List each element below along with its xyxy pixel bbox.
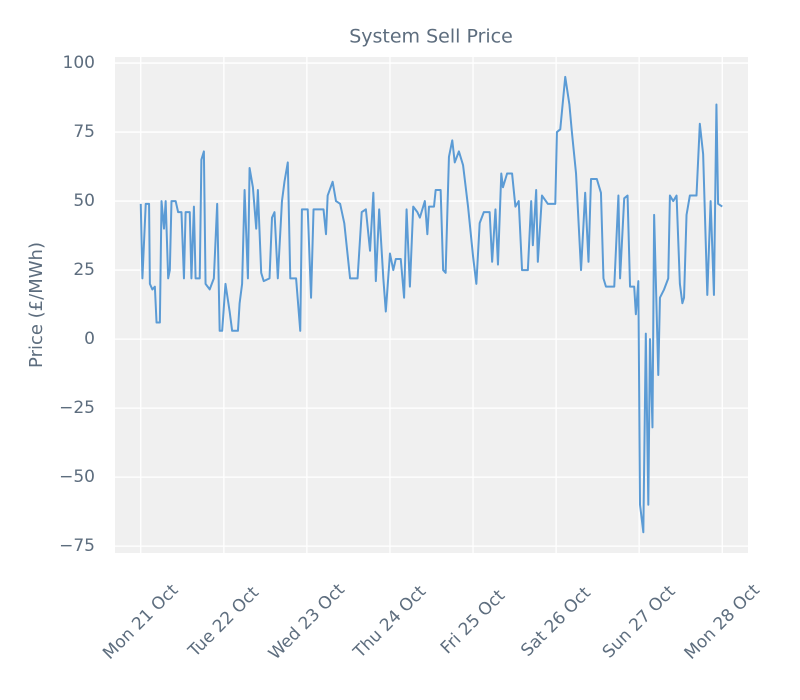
y-tick-label: 0 xyxy=(84,329,95,349)
y-tick-label: −75 xyxy=(59,536,95,556)
y-tick-label: 100 xyxy=(63,53,95,73)
x-tick-label: Sat 26 Oct xyxy=(517,583,595,661)
y-tick-label: 25 xyxy=(73,260,95,280)
y-axis-label: Price (£/MWh) xyxy=(26,242,47,368)
chart-title: System Sell Price xyxy=(349,26,513,48)
y-tick-label: −50 xyxy=(59,467,95,487)
x-tick-label: Mon 28 Oct xyxy=(681,580,764,663)
price-line xyxy=(139,75,723,534)
x-tick-label: Fri 25 Oct xyxy=(437,586,509,658)
x-tick-label: Thu 24 Oct xyxy=(349,582,430,663)
y-tick-label: 50 xyxy=(73,191,95,211)
x-tick-label: Mon 21 Oct xyxy=(99,580,182,663)
x-tick-label: Wed 23 Oct xyxy=(265,580,349,664)
x-tick-label: Tue 22 Oct xyxy=(184,583,263,662)
x-tick-label: Sun 27 Oct xyxy=(599,581,680,662)
plot-area xyxy=(115,57,748,553)
y-tick-label: −25 xyxy=(59,398,95,418)
y-tick-label: 75 xyxy=(73,122,95,142)
